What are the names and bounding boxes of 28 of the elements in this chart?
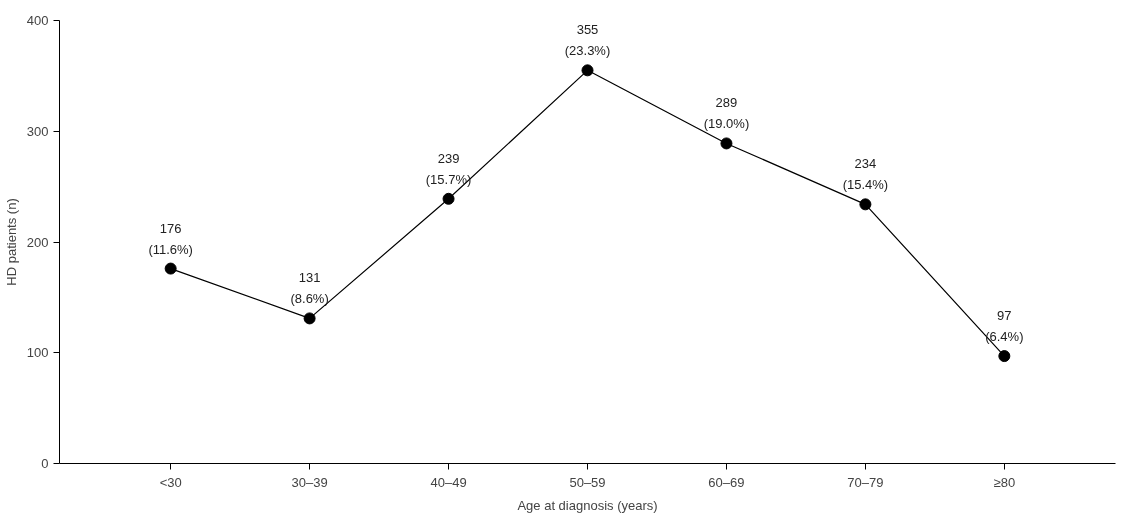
y-axis-title: HD patients (n) [3,198,19,286]
x-tick-label: ≥80 [993,474,1016,490]
point [720,137,733,150]
data-label: 131 (8.6%) [290,270,329,307]
point [303,312,316,325]
x-tick-label: 50–59 [569,474,606,490]
y-tick-label: 100 [26,345,49,361]
point [998,350,1011,363]
data-label: 355 (23.3%) [564,22,611,59]
y-tick-label: 300 [26,123,49,139]
x-tick-label: 70–79 [847,474,884,490]
data-label: 239 (15.7%) [425,150,472,187]
data-label: 289 (19.0%) [703,95,750,132]
point [581,64,594,77]
point [164,262,177,275]
y-tick-label: 0 [41,456,49,471]
y-tick-label: 200 [26,234,49,250]
x-tick-label: <30 [159,474,182,490]
x-axis-title: Age at diagnosis (years) [517,497,658,513]
data-label: 234 (15.4%) [842,156,889,193]
point [859,198,872,211]
data-label: 97 (6.4%) [985,308,1024,345]
x-tick-label: 30–39 [291,474,328,490]
data-label: 176 (11.6%) [148,220,193,257]
point [442,192,455,205]
y-tick-label: 400 [26,13,49,28]
x-tick-label: 60–69 [708,474,745,490]
x-tick-label: 40–49 [430,474,467,490]
